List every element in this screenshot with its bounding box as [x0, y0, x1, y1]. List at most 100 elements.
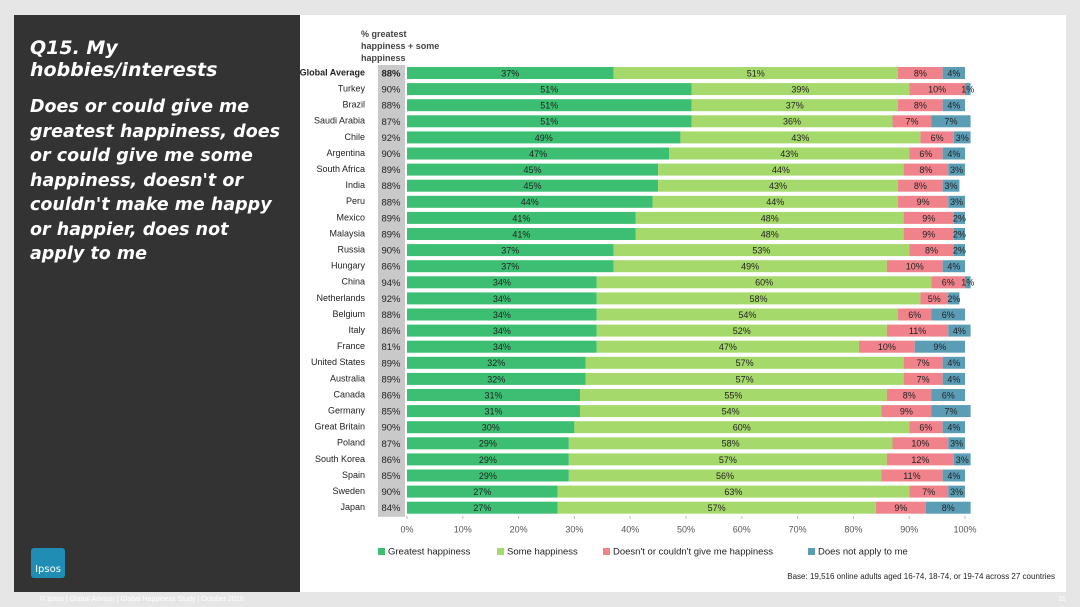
bar-segment: [407, 421, 575, 434]
value-label: 29%: [479, 471, 497, 481]
bar-segment: [909, 83, 965, 96]
value-label: 7%: [917, 358, 930, 368]
bar-segment: [407, 179, 659, 192]
bar-segment: [953, 244, 965, 257]
category-label: Chile: [344, 132, 365, 142]
value-label: 11%: [909, 326, 926, 336]
value-label: 6%: [919, 149, 932, 159]
bar-segment: [613, 244, 910, 257]
footer: © Ipsos | Global Advisor | Global Happin…: [40, 596, 244, 603]
value-label: 43%: [769, 181, 787, 191]
value-label: 8%: [919, 165, 932, 175]
bar-segment: [948, 163, 965, 176]
totals-header: % greatest happiness + some happiness: [361, 29, 440, 63]
value-label: 43%: [791, 133, 809, 143]
value-label: 9%: [917, 197, 930, 207]
bar-segment: [407, 469, 569, 482]
legend-swatch: [603, 548, 610, 555]
category-label: South Korea: [315, 454, 365, 464]
value-label: 4%: [947, 68, 960, 78]
value-label: 54%: [738, 310, 756, 320]
bar-segment: [903, 356, 943, 369]
bar-segment: [596, 340, 859, 353]
total-label: 92%: [381, 133, 401, 144]
value-label: 41%: [512, 229, 530, 239]
category-label: Poland: [337, 438, 365, 448]
bar-segment: [942, 469, 965, 482]
value-label: 2%: [953, 245, 966, 255]
category-label: United States: [311, 357, 366, 367]
value-label: 4%: [947, 358, 960, 368]
bar-segment: [407, 99, 692, 112]
value-label: 47%: [719, 342, 737, 352]
bar-segment: [903, 211, 954, 224]
value-label: 6%: [919, 423, 932, 433]
value-label: 60%: [755, 278, 773, 288]
bar-segment: [407, 195, 653, 208]
total-label: 90%: [381, 487, 401, 498]
bar-segment: [691, 99, 899, 112]
category-label: Brazil: [342, 100, 365, 110]
legend-label: Some happiness: [507, 547, 578, 558]
total-label: 88%: [381, 69, 401, 80]
bar-segment: [407, 292, 597, 305]
value-label: 57%: [719, 455, 737, 465]
category-label: Canada: [333, 389, 365, 399]
bar-segment: [942, 147, 965, 160]
bar-segment: [579, 389, 887, 401]
legend-swatch: [808, 548, 815, 555]
value-label: 44%: [772, 165, 790, 175]
category-label: France: [337, 341, 365, 351]
value-label: 57%: [736, 358, 754, 368]
bar-segment: [635, 211, 904, 224]
subtitle: Does or could give me greatest happiness…: [30, 97, 280, 264]
x-tick-label: 80%: [844, 524, 862, 534]
bar-segment: [658, 163, 904, 176]
value-label: 9%: [922, 229, 935, 239]
bar-segment: [914, 340, 965, 353]
value-label: 45%: [524, 181, 542, 191]
value-label: 7%: [905, 117, 918, 127]
bar-segment: [886, 260, 943, 273]
bar-segment: [407, 453, 569, 466]
x-tick-label: 0%: [400, 524, 413, 534]
value-label: 57%: [708, 503, 726, 513]
bar-segment: [407, 211, 636, 224]
bar-segment: [898, 195, 949, 208]
bar-segment: [942, 260, 965, 273]
x-tick-label: 40%: [621, 524, 639, 534]
value-label: 34%: [493, 278, 511, 288]
bar-segment: [953, 228, 965, 240]
bar-segment: [680, 131, 921, 144]
bar-segment: [574, 421, 910, 434]
value-label: 4%: [947, 374, 960, 384]
value-label: 63%: [724, 487, 742, 497]
bar-segment: [858, 340, 915, 353]
value-label: 34%: [493, 294, 511, 304]
value-label: 54%: [722, 406, 740, 416]
value-label: 27%: [473, 503, 491, 513]
bar-segment: [407, 276, 597, 289]
value-label: 44%: [521, 197, 539, 207]
category-label: Great Britain: [314, 422, 365, 432]
value-label: 31%: [484, 406, 502, 416]
category-label: Netherlands: [316, 293, 365, 303]
value-label: 43%: [780, 149, 798, 159]
value-label: 4%: [947, 471, 960, 481]
value-label: 7%: [945, 406, 958, 416]
bar-segment: [613, 67, 899, 79]
bar-segment: [407, 340, 597, 353]
value-label: 6%: [908, 310, 921, 320]
total-label: 84%: [381, 503, 401, 514]
x-tick-label: 60%: [733, 524, 751, 534]
value-label: 8%: [914, 101, 927, 111]
category-label: India: [345, 180, 365, 190]
bar-segment: [953, 453, 971, 466]
category-label: Mexico: [336, 212, 365, 222]
totals-column: [378, 65, 405, 517]
category-label: Argentina: [326, 148, 365, 158]
value-label: 6%: [942, 310, 955, 320]
bar-segment: [407, 356, 586, 369]
legend-label: Doesn't or couldn't give me happiness: [613, 547, 773, 558]
category-label: Turkey: [338, 83, 366, 93]
